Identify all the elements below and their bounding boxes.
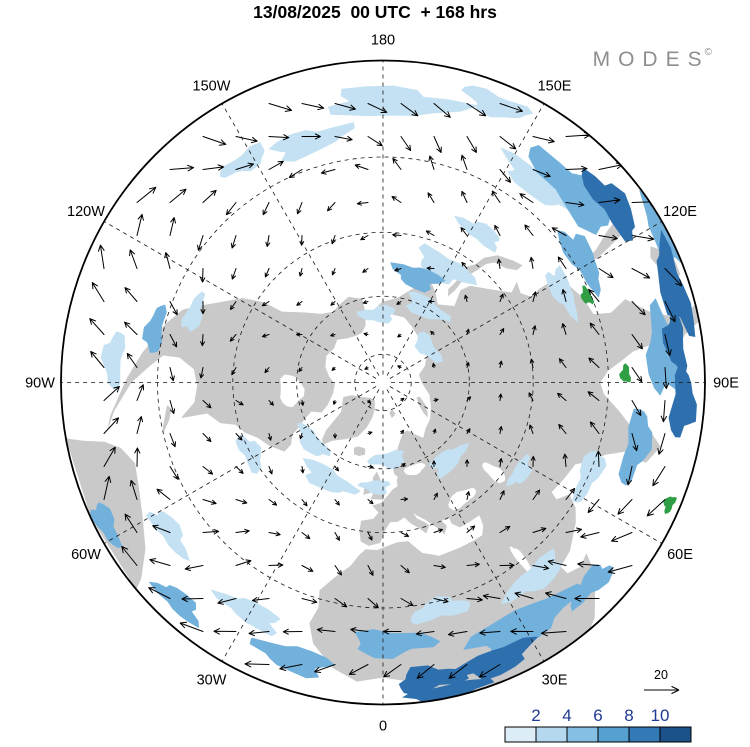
land-novaya-zemlya xyxy=(416,396,428,418)
meridian-label-60E: 60E xyxy=(667,547,693,563)
shade-region xyxy=(268,122,355,162)
shade-region xyxy=(414,331,443,363)
shade-region xyxy=(390,262,446,293)
shade-region xyxy=(454,215,499,253)
shade-region xyxy=(661,308,688,377)
shaded-regions xyxy=(90,85,697,704)
latitude-circle-80 xyxy=(354,353,412,412)
shade-region xyxy=(296,422,331,457)
shade-region xyxy=(580,285,595,305)
colorbar-cell xyxy=(566,726,599,743)
shade-region xyxy=(463,583,588,662)
colorbar: 2 4 6 8 10 xyxy=(504,706,692,743)
brand-mark: © xyxy=(704,47,712,58)
graticule xyxy=(61,61,705,704)
meridian-labels: 0 30E 60E 90E 120E 150E 180 150W 120W 90W 60W 30W xyxy=(25,33,739,735)
shade-region xyxy=(327,85,480,116)
land-cuba xyxy=(162,405,172,434)
shade-region xyxy=(302,458,361,495)
meridian-label-150W: 150W xyxy=(193,79,231,95)
meridian-label-30W: 30W xyxy=(197,673,227,689)
land-greenland xyxy=(322,395,375,445)
lake-caspian-sea xyxy=(482,462,506,484)
shade-region xyxy=(367,449,405,470)
colorbar-cell xyxy=(628,726,661,743)
meridian-label-90E: 90E xyxy=(713,376,739,392)
land-iceland xyxy=(354,446,366,456)
shade-region xyxy=(429,442,470,479)
colorbar-cell xyxy=(535,726,568,743)
latitude-circle-40 xyxy=(232,231,534,534)
colorbar-tick-label: 6 xyxy=(593,706,602,725)
colorbar-cell xyxy=(597,726,630,743)
brand-name: MODES xyxy=(592,48,710,71)
shade-region xyxy=(528,145,610,235)
shade-region xyxy=(100,331,126,390)
colorbar-tick-label: 10 xyxy=(651,706,670,725)
lake-red-sea xyxy=(509,546,534,577)
shade-region xyxy=(249,637,336,679)
shade-region xyxy=(402,678,495,704)
land-svalbard xyxy=(389,409,396,419)
shade-region xyxy=(410,596,470,625)
meridian-label-120E: 120E xyxy=(663,204,697,220)
shade-region xyxy=(581,167,635,242)
meridian-label-180: 180 xyxy=(371,33,395,49)
wind-arrows xyxy=(89,103,683,679)
latitude-circle-60 xyxy=(296,295,470,470)
shade-region xyxy=(142,304,167,353)
colorbar-tick-label: 4 xyxy=(562,706,571,725)
land-eurasia-africa xyxy=(309,278,692,701)
shade-region xyxy=(645,298,680,396)
meridian-label-150E: 150E xyxy=(538,79,572,95)
wind-legend-arrow xyxy=(644,685,680,695)
shade-region xyxy=(639,190,685,268)
shade-region xyxy=(354,629,441,660)
brand-logo: MODES© xyxy=(592,47,712,72)
shade-region xyxy=(148,581,199,629)
colorbar-cell xyxy=(659,726,692,743)
lake-baltic-sea xyxy=(403,462,426,476)
meridian-label-0: 0 xyxy=(379,719,387,735)
meridian-label-30E: 30E xyxy=(542,673,568,689)
shade-region xyxy=(356,304,396,324)
map-boundary xyxy=(60,59,706,706)
shade-region xyxy=(557,230,601,298)
shade-region xyxy=(235,434,262,474)
meridian-label-90W: 90W xyxy=(25,376,55,392)
shade-region xyxy=(210,589,281,637)
shade-region xyxy=(668,362,697,438)
shade-region xyxy=(145,511,190,562)
shade-region xyxy=(357,480,391,495)
shade-region xyxy=(663,496,677,514)
colorbar-tick-label: 2 xyxy=(531,706,540,725)
wind-speed-legend: 20 xyxy=(644,668,680,695)
land-philippines xyxy=(587,219,625,260)
meridian-label-60W: 60W xyxy=(71,547,101,563)
land-sakhalin xyxy=(447,279,464,297)
meridian-label-120W: 120W xyxy=(67,204,105,220)
colorbar-cell xyxy=(504,726,537,743)
shade-region xyxy=(570,564,614,612)
shade-region xyxy=(500,548,562,605)
land-japan xyxy=(459,255,523,274)
shade-region xyxy=(405,291,452,322)
shade-region xyxy=(219,142,265,178)
shade-region xyxy=(449,636,539,681)
shade-region xyxy=(619,363,631,383)
colorbar-tick-label: 8 xyxy=(624,706,633,725)
wind-legend-value: 20 xyxy=(654,668,668,682)
landmasses xyxy=(65,219,700,701)
shade-region xyxy=(90,502,123,549)
shade-region xyxy=(181,291,206,332)
shade-region xyxy=(506,453,533,487)
chart-title: 13/08/2025 00 UTC + 168 hrs xyxy=(253,2,497,22)
land-north-america xyxy=(107,296,366,452)
shade-region xyxy=(572,451,607,503)
shade-region xyxy=(461,85,534,118)
